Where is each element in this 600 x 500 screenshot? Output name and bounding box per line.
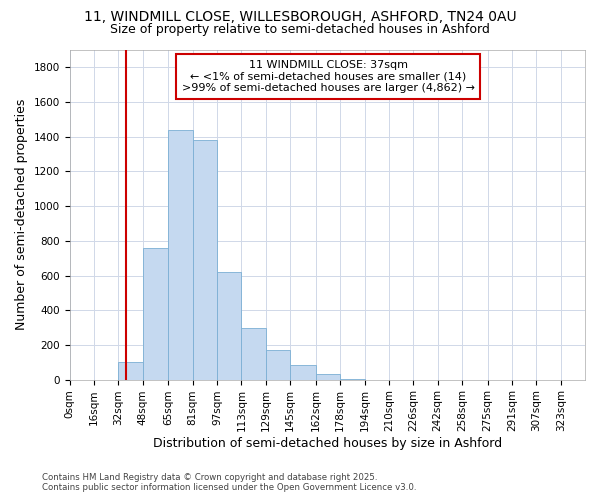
X-axis label: Distribution of semi-detached houses by size in Ashford: Distribution of semi-detached houses by …: [153, 437, 502, 450]
Bar: [143, 248, 169, 380]
Bar: [290, 365, 316, 380]
Bar: [217, 272, 241, 380]
Text: 11, WINDMILL CLOSE, WILLESBOROUGH, ASHFORD, TN24 0AU: 11, WINDMILL CLOSE, WILLESBOROUGH, ASHFO…: [83, 10, 517, 24]
Bar: [316, 374, 340, 380]
Bar: [340, 378, 365, 380]
Bar: [169, 130, 193, 380]
Bar: [118, 362, 143, 380]
Y-axis label: Number of semi-detached properties: Number of semi-detached properties: [15, 99, 28, 330]
Text: 11 WINDMILL CLOSE: 37sqm
← <1% of semi-detached houses are smaller (14)
>99% of : 11 WINDMILL CLOSE: 37sqm ← <1% of semi-d…: [182, 60, 475, 93]
Bar: [241, 328, 266, 380]
Text: Contains HM Land Registry data © Crown copyright and database right 2025.
Contai: Contains HM Land Registry data © Crown c…: [42, 473, 416, 492]
Bar: [193, 140, 217, 380]
Bar: [266, 350, 290, 380]
Text: Size of property relative to semi-detached houses in Ashford: Size of property relative to semi-detach…: [110, 22, 490, 36]
